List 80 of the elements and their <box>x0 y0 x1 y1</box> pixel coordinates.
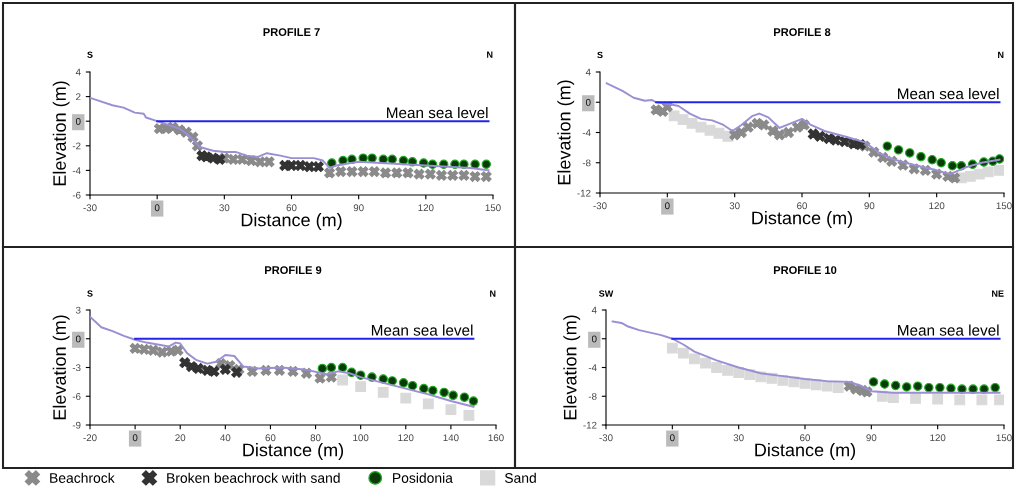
x-tick-label: 90 <box>353 204 364 212</box>
chart-title: PROFILE 9 <box>265 266 322 274</box>
legend-label: Broken beachrock with sand <box>167 472 340 483</box>
x-tick-label: 20 <box>175 434 186 442</box>
x-tick-label: 40 <box>220 434 231 442</box>
x-tick-label: 120 <box>930 434 946 442</box>
y-tick-label: 0 <box>585 98 591 106</box>
x-axis-title: Distance (m) <box>243 443 344 460</box>
x-axis-title: Distance (m) <box>752 211 853 228</box>
y-tick-label: -12 <box>583 421 597 429</box>
y-tick-label: -6 <box>72 392 81 400</box>
x-tick-label: 60 <box>800 434 811 442</box>
y-tick-label: -4 <box>582 129 591 137</box>
y-tick-label: 2 <box>76 93 81 101</box>
y-tick-label: 0 <box>75 335 81 343</box>
legend-label: Sand <box>504 472 536 483</box>
text: S <box>87 290 93 297</box>
y-tick-label: 0 <box>591 335 597 343</box>
x-tick-label: 150 <box>996 434 1012 442</box>
x-tick-label: 60 <box>797 202 808 210</box>
x-axis-title: Distance (m) <box>755 443 856 460</box>
chart-title: PROFILE 7 <box>263 28 320 36</box>
legend-label: Posidonia <box>393 472 453 483</box>
x-tick-label: 150 <box>996 202 1012 210</box>
y-tick-label: 4 <box>585 68 591 76</box>
x-tick-label: 60 <box>265 434 276 442</box>
x-tick-label: 160 <box>488 434 504 442</box>
y-tick-label: 4 <box>591 306 597 314</box>
annotation: Mean sea level <box>898 88 999 100</box>
y-tick-label: -3 <box>72 364 81 372</box>
y-tick-label: -8 <box>582 159 591 167</box>
y-tick-label: -6 <box>72 191 81 199</box>
x-tick-label: 30 <box>733 434 744 442</box>
y-tick-label: -4 <box>588 364 597 372</box>
y-axis-title: Elevation (m) <box>52 81 70 186</box>
x-tick-label: 0 <box>132 434 138 442</box>
y-axis-title: Elevation (m) <box>563 315 581 420</box>
x-tick-label: 0 <box>665 202 670 210</box>
x-tick-label: -20 <box>83 434 97 442</box>
y-tick-label: -12 <box>577 189 591 197</box>
y-tick-label: -9 <box>72 421 81 429</box>
chart-title: PROFILE 10 <box>773 266 837 274</box>
x-tick-label: 100 <box>353 434 369 442</box>
y-tick-label: -2 <box>72 142 81 150</box>
text: NE <box>992 290 1004 297</box>
text: SW <box>598 290 614 297</box>
x-tick-label: 90 <box>864 202 875 210</box>
x-tick-label: 30 <box>729 202 740 210</box>
annotation: Mean sea level <box>898 324 999 336</box>
legend-label: Beachrock <box>50 472 115 483</box>
x-tick-label: 90 <box>866 434 877 442</box>
x-tick-label: 150 <box>485 204 501 212</box>
text: N <box>490 290 496 297</box>
x-tick-label: 60 <box>286 204 297 212</box>
y-tick-label: -4 <box>72 167 81 174</box>
text: S <box>87 51 93 58</box>
y-axis-title: Elevation (m) <box>52 315 70 420</box>
y-tick-label: 4 <box>75 68 81 76</box>
x-tick-label: -30 <box>83 204 97 212</box>
x-tick-label: 0 <box>670 434 675 442</box>
x-tick-label: 0 <box>154 204 160 212</box>
x-tick-label: -30 <box>593 202 607 210</box>
text: N <box>487 51 493 58</box>
x-tick-label: 140 <box>443 434 459 442</box>
x-tick-label: 120 <box>418 204 434 212</box>
annotation: Mean sea level <box>387 106 488 119</box>
y-tick-label: 3 <box>75 306 81 314</box>
x-axis-title: Distance (m) <box>241 213 342 230</box>
text: S <box>597 51 603 59</box>
y-tick-label: 0 <box>75 117 81 125</box>
annotation: Mean sea level <box>371 324 473 336</box>
x-tick-label: -30 <box>599 434 613 442</box>
x-tick-label: 120 <box>929 202 945 210</box>
x-tick-label: 80 <box>310 434 321 442</box>
x-tick-label: 120 <box>398 434 414 442</box>
chart-title: PROFILE 8 <box>774 28 831 36</box>
y-tick-label: -8 <box>588 392 597 400</box>
x-tick-label: 30 <box>219 204 230 212</box>
y-axis-title: Elevation (m) <box>557 80 575 185</box>
text: N <box>998 51 1004 59</box>
